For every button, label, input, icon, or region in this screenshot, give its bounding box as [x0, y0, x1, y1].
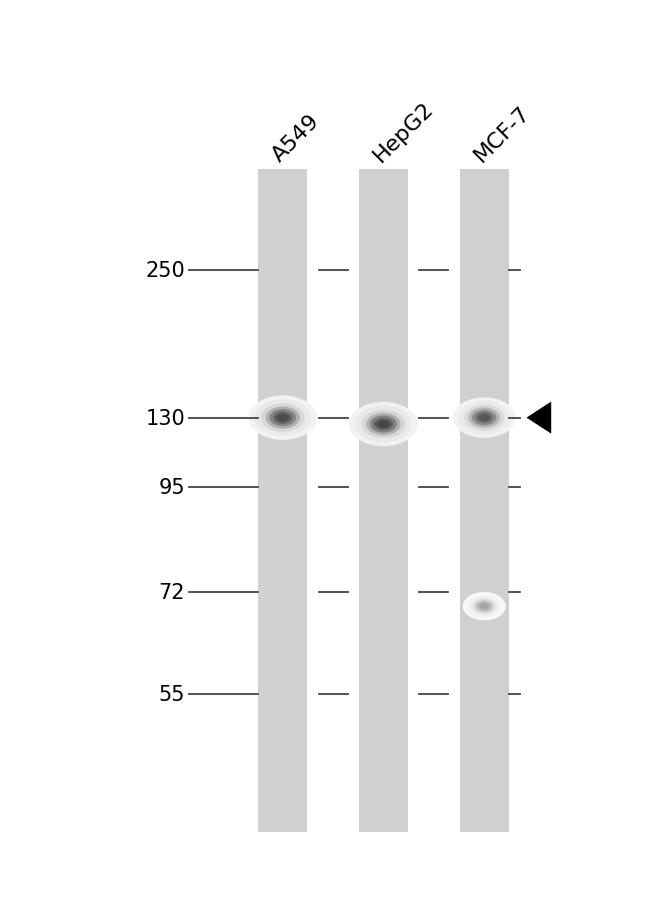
Ellipse shape	[469, 408, 500, 428]
Ellipse shape	[248, 396, 317, 440]
Ellipse shape	[356, 406, 411, 443]
Ellipse shape	[377, 421, 390, 428]
Text: A549: A549	[268, 110, 324, 165]
Ellipse shape	[480, 604, 488, 609]
Ellipse shape	[478, 414, 490, 422]
Ellipse shape	[266, 407, 300, 429]
Text: HepG2: HepG2	[369, 97, 437, 165]
Text: 95: 95	[159, 477, 185, 497]
Ellipse shape	[367, 414, 400, 436]
Ellipse shape	[472, 410, 497, 425]
Text: 72: 72	[159, 583, 185, 603]
Ellipse shape	[370, 416, 396, 433]
Ellipse shape	[476, 413, 493, 424]
Text: 55: 55	[159, 684, 185, 704]
Ellipse shape	[467, 595, 502, 618]
Ellipse shape	[463, 593, 506, 620]
Bar	[259, 170, 307, 832]
Ellipse shape	[270, 410, 296, 426]
Ellipse shape	[464, 405, 504, 431]
Ellipse shape	[453, 398, 515, 438]
Text: 130: 130	[146, 408, 185, 428]
Ellipse shape	[255, 400, 311, 437]
Ellipse shape	[361, 411, 406, 438]
Ellipse shape	[471, 597, 498, 616]
Text: 250: 250	[146, 261, 185, 281]
Polygon shape	[526, 403, 551, 434]
Ellipse shape	[476, 601, 493, 612]
Ellipse shape	[274, 412, 292, 425]
Ellipse shape	[374, 418, 393, 431]
Ellipse shape	[473, 599, 495, 614]
Bar	[460, 170, 508, 832]
Ellipse shape	[478, 603, 490, 610]
Text: MCF-7: MCF-7	[470, 102, 534, 165]
Ellipse shape	[349, 403, 418, 447]
Ellipse shape	[458, 402, 510, 435]
Ellipse shape	[276, 414, 289, 422]
Bar	[359, 170, 408, 832]
Ellipse shape	[261, 404, 305, 432]
